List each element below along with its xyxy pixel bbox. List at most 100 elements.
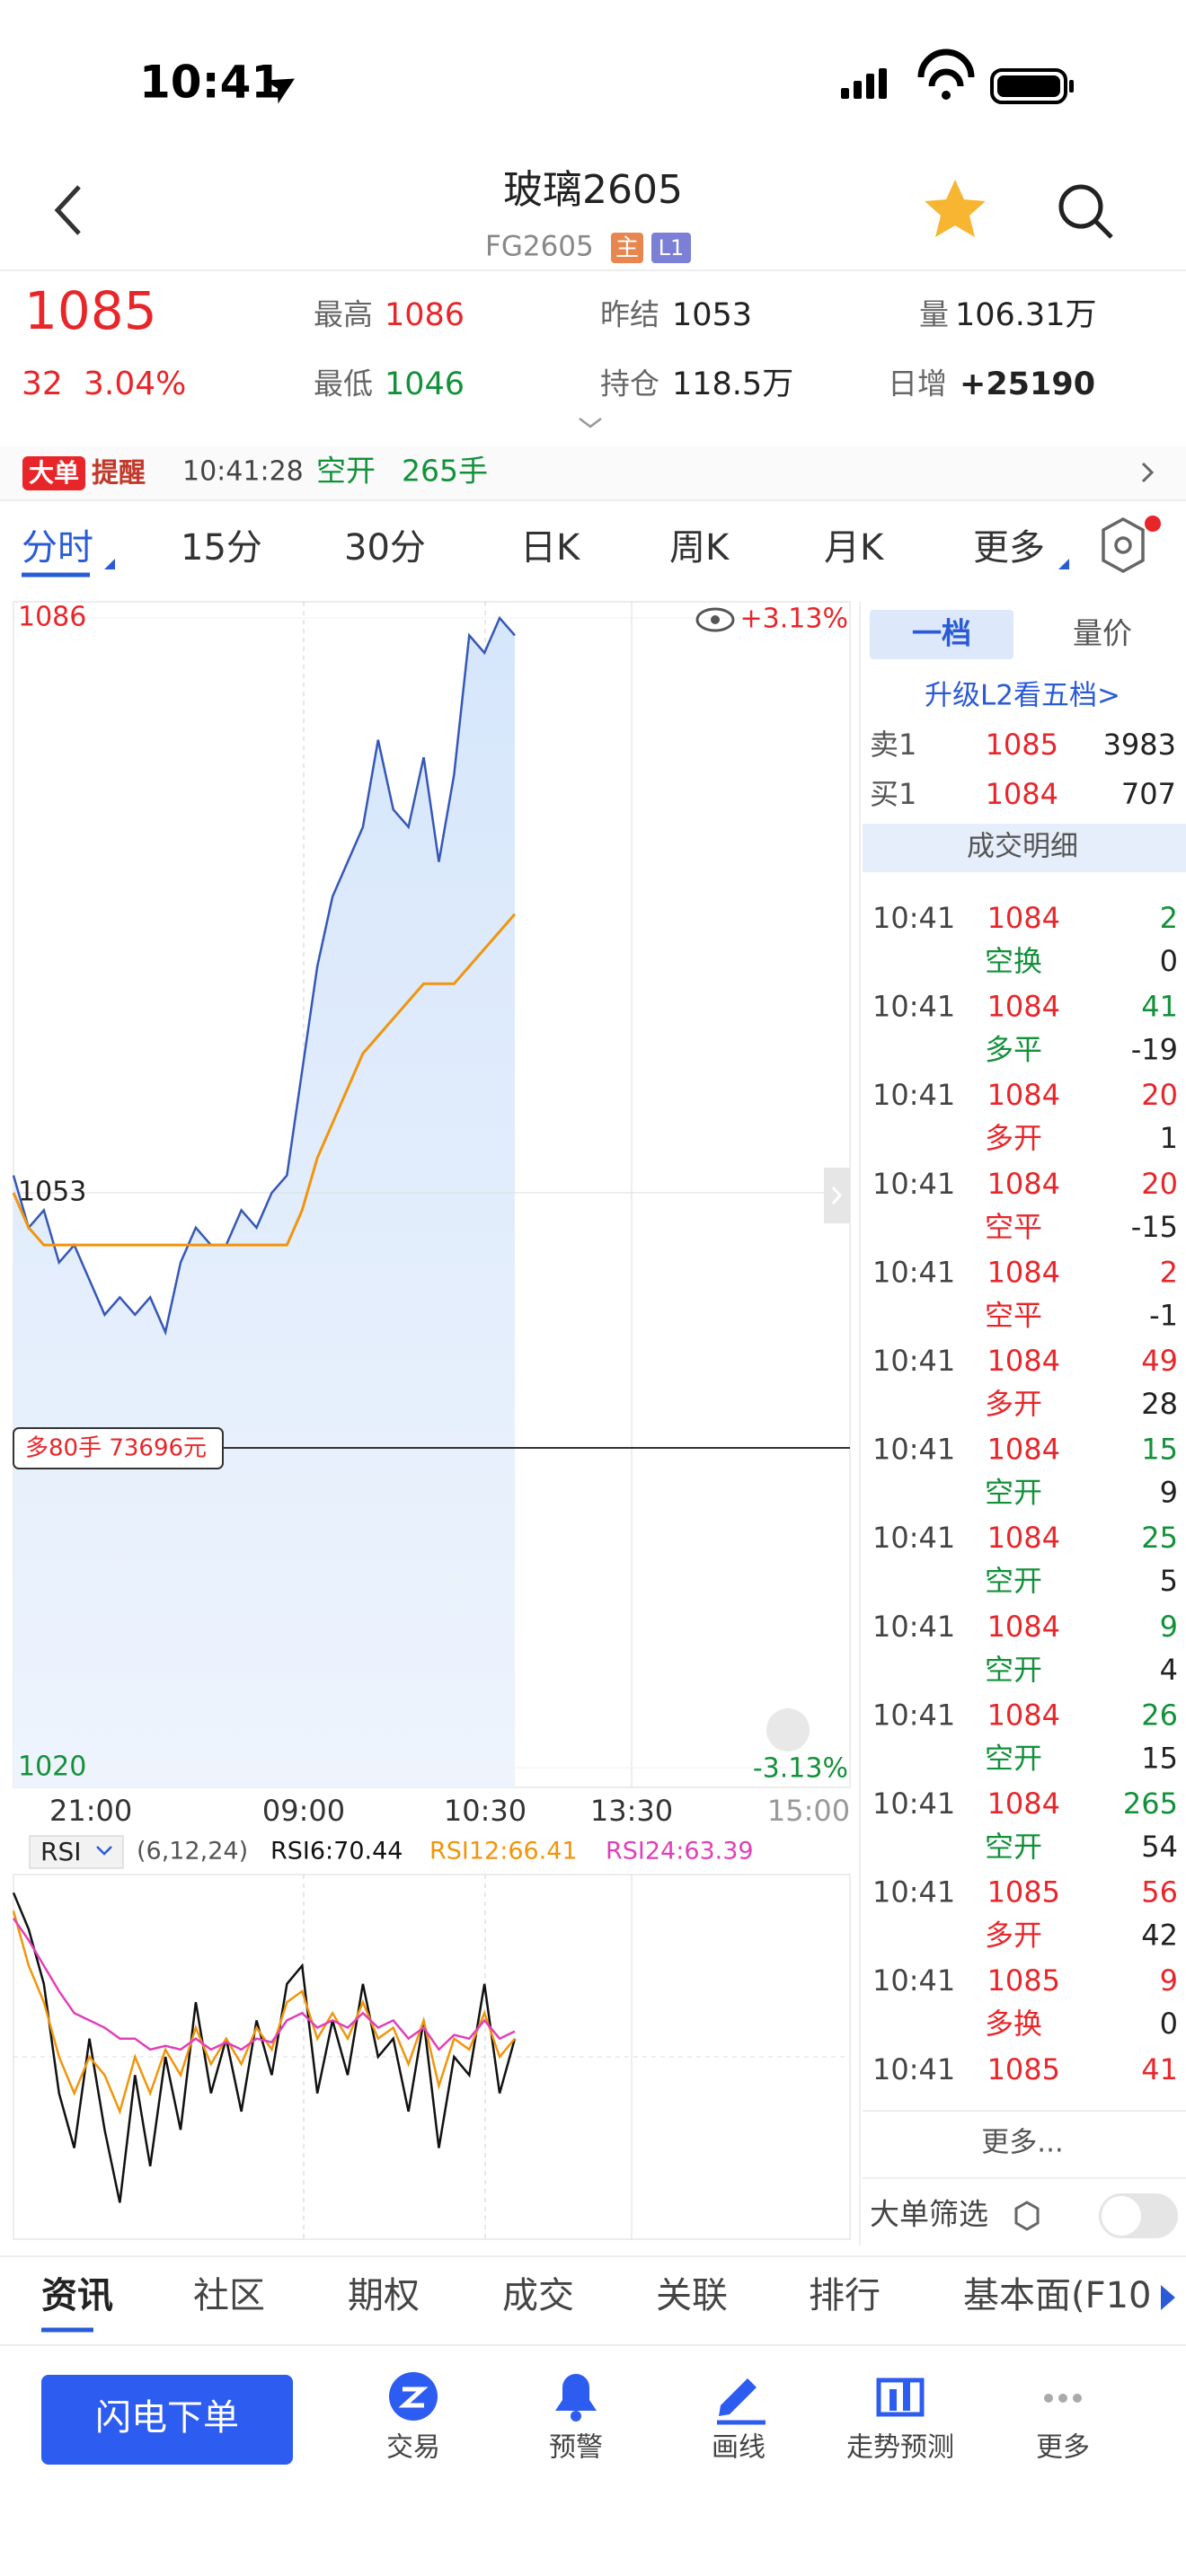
trade-price: 1084	[987, 901, 1060, 935]
trade-time: 10:41	[872, 901, 955, 935]
bottom-tab[interactable]: 关联	[656, 2275, 728, 2316]
trade-price: 1084	[987, 1344, 1060, 1378]
trade-time: 10:41	[872, 1344, 955, 1378]
toolbar-item[interactable]: 走势预测	[846, 2432, 954, 2464]
bottom-tab-arrow[interactable]	[1161, 2285, 1175, 2310]
book-side: 卖1	[870, 728, 916, 762]
book-tab[interactable]: 一档	[912, 616, 971, 651]
period-tab[interactable]: 15分	[181, 527, 262, 569]
trade-price: 1085	[987, 2052, 1060, 2086]
x-tick-label: 21:00	[49, 1794, 132, 1828]
period-tab[interactable]: 分时	[22, 527, 93, 569]
trade-type: 空开	[985, 1476, 1042, 1510]
rsi-selector[interactable]: RSI	[40, 1837, 82, 1866]
trade-count: 15	[1141, 1741, 1178, 1775]
bottom-tab[interactable]: 成交	[502, 2275, 574, 2316]
bottom-tab[interactable]: 期权	[348, 2275, 420, 2316]
field-label: 量	[919, 297, 949, 332]
field-value: 1046	[385, 366, 465, 402]
bottom-tab[interactable]: 排行	[809, 2275, 881, 2316]
toolbar-item[interactable]: 交易	[386, 2432, 440, 2464]
rsi-params: (6,12,24)	[137, 1838, 248, 1866]
badge: L1	[659, 235, 685, 260]
upgrade-link[interactable]: 升级L2看五档>	[925, 680, 1120, 712]
trade-time: 10:41	[872, 1433, 955, 1467]
favorite-star[interactable]	[925, 180, 986, 237]
status-time: 10:41	[139, 57, 282, 109]
bottom-tab[interactable]: 社区	[193, 2275, 265, 2316]
fullscreen-button[interactable]	[766, 1708, 810, 1751]
alert-lots: 265手	[402, 454, 488, 489]
trade-volume: 20	[1141, 1078, 1178, 1112]
book-tab-active[interactable]	[870, 610, 1013, 659]
position-label: 多80手 73696元	[25, 1435, 207, 1462]
settings-icon-center	[1114, 536, 1132, 554]
settings-icon[interactable]	[1102, 517, 1145, 573]
trade-count: 42	[1141, 1919, 1178, 1953]
y-tick-label: 1020	[18, 1751, 86, 1783]
alert-bar[interactable]	[0, 446, 1186, 500]
trade-time: 10:41	[872, 1521, 955, 1555]
trade-volume: 41	[1141, 990, 1178, 1024]
book-volume: 3983	[1103, 728, 1176, 762]
trade-type: 多平	[985, 1033, 1042, 1067]
toolbar-item[interactable]: 预警	[549, 2432, 603, 2464]
filter-settings[interactable]	[1014, 2201, 1040, 2231]
trade-price: 1084	[987, 990, 1060, 1024]
trade-type: 空开	[985, 1653, 1042, 1687]
period-tab[interactable]: 日K	[520, 527, 581, 569]
side-handle[interactable]	[824, 1168, 850, 1223]
book-price: 1084	[986, 777, 1058, 811]
book-side: 买1	[870, 777, 916, 811]
trade-price: 1084	[987, 1698, 1060, 1732]
filter-toggle[interactable]	[1099, 2193, 1178, 2238]
trade-time: 10:41	[872, 2052, 955, 2086]
pct-label: -3.13%	[753, 1753, 848, 1785]
eye-icon[interactable]	[695, 607, 735, 632]
trade-type: 多开	[985, 1121, 1042, 1155]
trade-price: 1084	[987, 1521, 1060, 1555]
trade-time: 10:41	[872, 1698, 955, 1732]
x-tick-label: 09:00	[262, 1794, 345, 1828]
trade-time: 10:41	[872, 1875, 955, 1910]
toolbar-item[interactable]: 画线	[712, 2432, 766, 2464]
position-box	[13, 1427, 224, 1469]
period-tab[interactable]: 更多	[973, 527, 1045, 569]
toolbar-item[interactable]: 更多	[1036, 2432, 1090, 2464]
trade-volume: 25	[1141, 1521, 1178, 1555]
trade-price: 1084	[987, 1610, 1060, 1644]
flash-order-button[interactable]	[41, 2375, 293, 2465]
trade-count: -1	[1149, 1298, 1178, 1332]
detail-header-bg	[863, 824, 1186, 872]
period-tab[interactable]: 30分	[344, 527, 426, 569]
bottom-tab[interactable]: 资讯	[41, 2275, 113, 2316]
alert-tag: 提醒	[92, 458, 146, 490]
button-label[interactable]: 闪电下单	[95, 2397, 239, 2439]
bottom-tab[interactable]: 基本面(F10	[963, 2275, 1152, 2316]
search-button[interactable]	[1058, 184, 1113, 239]
trade-count: 4	[1160, 1653, 1178, 1687]
period-tab[interactable]: 月K	[824, 527, 885, 569]
x-tick-label: 15:00	[767, 1794, 850, 1828]
field-value: 1086	[385, 297, 465, 333]
trade-time: 10:41	[872, 1786, 955, 1821]
back-button[interactable]	[54, 185, 81, 235]
trade-time: 10:41	[872, 1255, 955, 1289]
trade-count: 54	[1141, 1830, 1178, 1864]
alert-arrow[interactable]	[1141, 462, 1155, 483]
trade-price: 1085	[987, 1963, 1060, 1998]
y-tick-label: 1053	[18, 1177, 86, 1208]
expand-arrow[interactable]	[579, 418, 602, 428]
more-link[interactable]: 更多...	[981, 2127, 1064, 2159]
trade-volume: 9	[1160, 1963, 1178, 1998]
trade-volume: 2	[1160, 1255, 1178, 1289]
trade-type: 空开	[985, 1741, 1042, 1775]
notice-dot	[1145, 516, 1161, 532]
period-tab[interactable]: 周K	[669, 527, 730, 569]
trade-type: 空开	[985, 1564, 1042, 1598]
book-tab[interactable]: 量价	[1073, 616, 1132, 651]
alert-badge: 大单	[29, 458, 79, 488]
toolbar-icons	[389, 2372, 1082, 2425]
book-price: 1085	[986, 728, 1058, 762]
field-value: 118.5万	[672, 366, 793, 402]
